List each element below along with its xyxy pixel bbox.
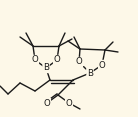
Text: O: O bbox=[44, 99, 50, 108]
Text: O: O bbox=[54, 55, 60, 64]
Text: B: B bbox=[43, 64, 49, 73]
Text: O: O bbox=[66, 99, 72, 108]
Text: O: O bbox=[32, 55, 38, 64]
Text: O: O bbox=[99, 60, 105, 69]
Text: B: B bbox=[87, 68, 93, 77]
Text: O: O bbox=[76, 57, 82, 66]
